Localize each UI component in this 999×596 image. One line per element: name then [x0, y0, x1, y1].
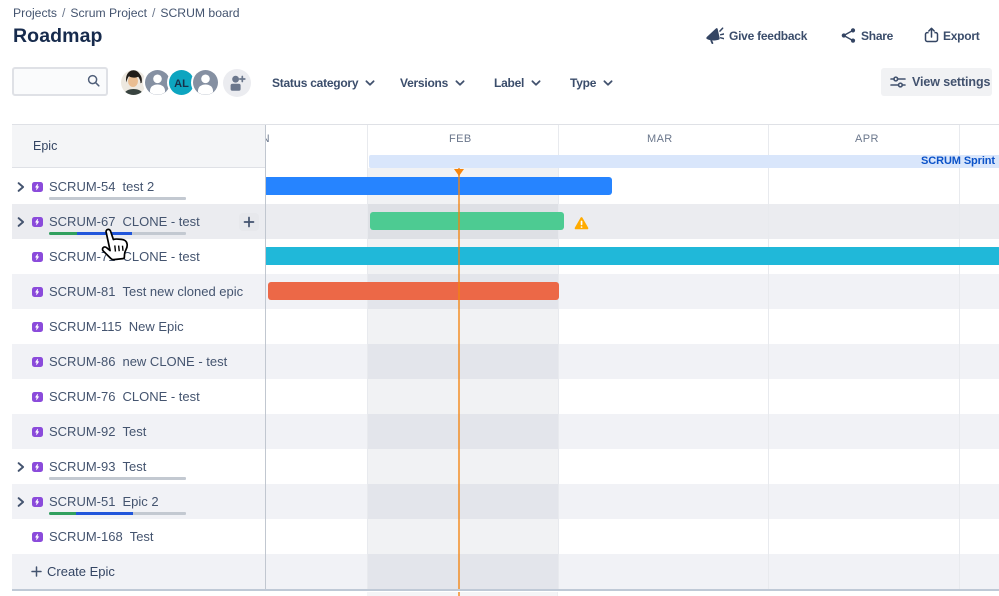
svg-text:AL: AL [174, 78, 189, 90]
